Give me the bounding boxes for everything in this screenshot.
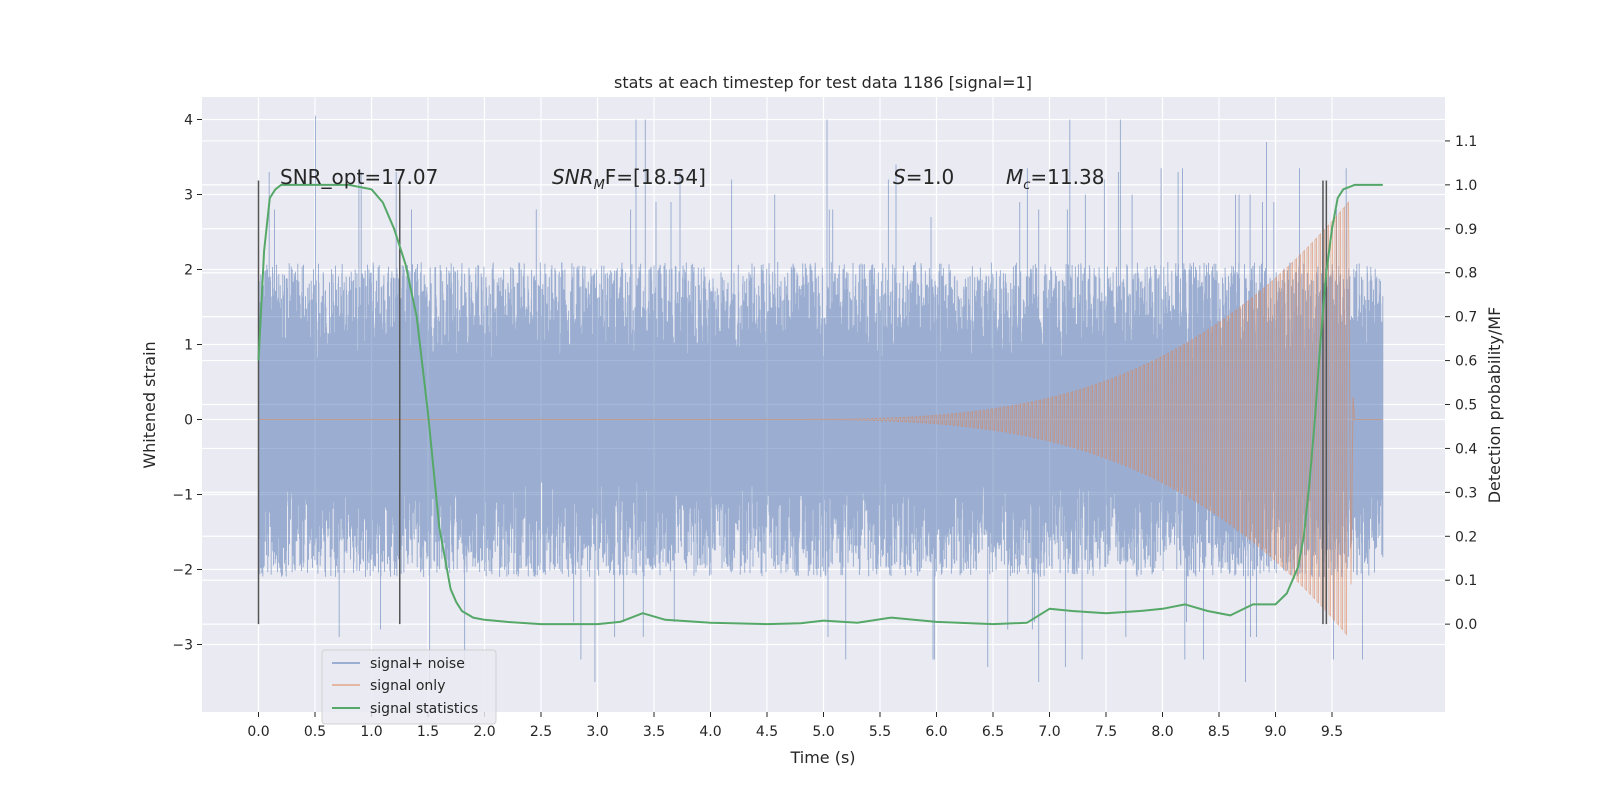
x-tick-label: 7.0 bbox=[1038, 724, 1060, 740]
legend-box bbox=[321, 649, 497, 725]
y-tick-label: 2 bbox=[184, 263, 193, 279]
x-tick-label: 0.0 bbox=[247, 724, 269, 740]
x-tick-label: 2.5 bbox=[530, 724, 552, 740]
y-right-tick-label: 0.7 bbox=[1455, 310, 1477, 326]
annotation-snr-opt: SNR_opt=17.07 bbox=[280, 165, 438, 189]
x-tick-label: 8.5 bbox=[1208, 724, 1230, 740]
y-tick-label: 0 bbox=[184, 413, 193, 429]
x-tick-label: 5.5 bbox=[869, 724, 891, 740]
signal-statistics-line bbox=[257, 183, 1383, 626]
annotation-s-value: =1.0 bbox=[906, 165, 955, 189]
y-tick-label: 3 bbox=[184, 188, 193, 204]
x-tick-label: 4.5 bbox=[756, 724, 778, 740]
signal-only-line bbox=[258, 201, 1383, 636]
x-tick-label: 1.5 bbox=[417, 724, 439, 740]
y-axis-label: Whitened strain bbox=[140, 341, 159, 468]
y-tick-label: 4 bbox=[184, 113, 193, 129]
y-right-tick-label: 1.1 bbox=[1455, 134, 1477, 150]
y-right-tick-label: 0.5 bbox=[1455, 398, 1477, 414]
annotation-mc-sub: c bbox=[1023, 178, 1030, 193]
x-tick-label: 5.0 bbox=[812, 724, 834, 740]
signal-statistics-series bbox=[257, 183, 1383, 626]
signal-only-series bbox=[258, 201, 1383, 636]
axes: 0.0 0.5 1.0 1.5 2.0 2.5 3.0 3.5 4.0 4.5 5.0 5.5 6.0 6… bbox=[172, 113, 1477, 741]
annotation-snr-mf-sub: M bbox=[594, 178, 605, 193]
vertical-markers bbox=[257, 180, 1328, 625]
x-tick-label: 9.5 bbox=[1321, 724, 1343, 740]
x-tick-label: 6.5 bbox=[982, 724, 1004, 740]
chart-title: stats at each timestep for test data 118… bbox=[614, 73, 1032, 92]
x-tick-label: 3.0 bbox=[586, 724, 608, 740]
annotation-mc-main: M bbox=[1006, 165, 1023, 189]
legend-label-stats: signal statistics bbox=[370, 701, 478, 717]
x-tick-label: 9.0 bbox=[1264, 724, 1286, 740]
x-tick-label: 8.0 bbox=[1151, 724, 1173, 740]
y-tick-label: −1 bbox=[172, 488, 193, 504]
y-right-tick-label: 0.8 bbox=[1455, 266, 1477, 282]
y-right-tick-label: 0.2 bbox=[1455, 529, 1477, 545]
x-tick-label: 0.5 bbox=[304, 724, 326, 740]
annotation-mc-value: =11.38 bbox=[1030, 165, 1104, 189]
x-tick-label: 2.0 bbox=[473, 724, 495, 740]
y-right-tick-label: 1.0 bbox=[1455, 178, 1477, 194]
y-tick-label: 1 bbox=[184, 338, 193, 354]
x-tick-label: 3.5 bbox=[643, 724, 665, 740]
annotation-snr-mf-value: F=[18.54] bbox=[605, 165, 706, 189]
y-axis-label-right: Detection probability/MF bbox=[1485, 307, 1504, 504]
x-tick-label: 7.5 bbox=[1095, 724, 1117, 740]
y-tick-label: −2 bbox=[172, 563, 193, 579]
x-axis-label: Time (s) bbox=[789, 748, 855, 767]
annotation-snr-mf: SNRMF=[18.54] bbox=[552, 165, 706, 193]
annotation-mc: Mc=11.38 bbox=[1006, 165, 1104, 193]
annotation-s-main: S bbox=[893, 165, 906, 189]
y-right-tick-label: 0.4 bbox=[1455, 441, 1477, 457]
legend-label-noise: signal+ noise bbox=[370, 656, 465, 672]
x-tick-label: 6.0 bbox=[925, 724, 947, 740]
legend: signal+ noise signal only signal statist… bbox=[321, 649, 497, 725]
y-right-tick-label: 0.9 bbox=[1455, 222, 1477, 238]
annotation-snr-mf-main: SNR bbox=[552, 165, 594, 189]
x-tick-label: 4.0 bbox=[699, 724, 721, 740]
y-right-tick-label: 0.3 bbox=[1455, 485, 1477, 501]
y-right-tick-label: 0.0 bbox=[1455, 617, 1477, 633]
y-tick-label: −3 bbox=[172, 638, 193, 654]
legend-label-signal: signal only bbox=[370, 678, 445, 694]
x-tick-label: 1.0 bbox=[360, 724, 382, 740]
y-right-tick-label: 0.1 bbox=[1455, 573, 1477, 589]
y-right-tick-label: 0.6 bbox=[1455, 354, 1477, 370]
annotation-s: S=1.0 bbox=[893, 165, 954, 189]
